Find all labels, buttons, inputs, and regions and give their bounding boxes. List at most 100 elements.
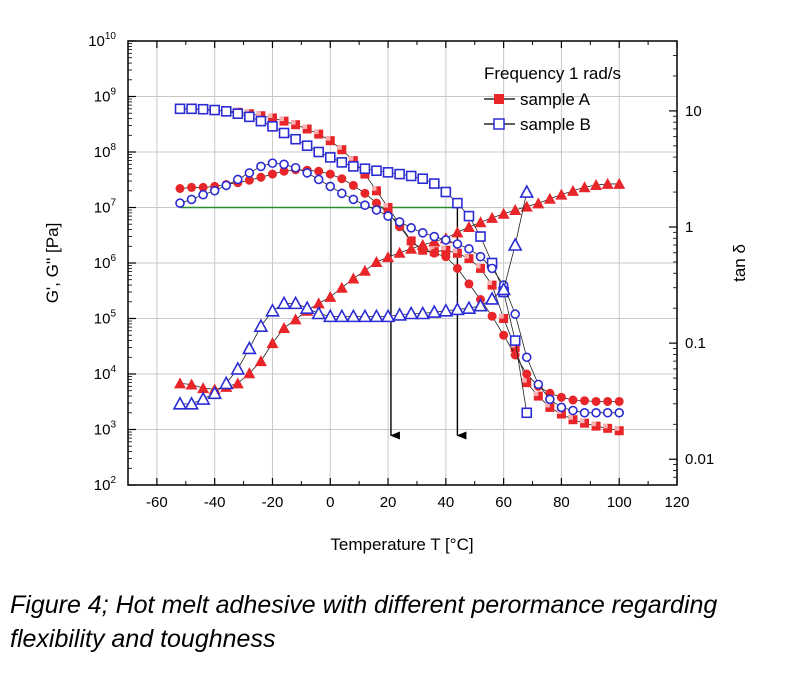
data-point (416, 239, 429, 251)
data-point-highlight (499, 314, 504, 319)
data-point (325, 181, 336, 192)
data-point (382, 251, 395, 263)
data-point (346, 308, 361, 323)
x-tick-label: 100 (607, 494, 632, 511)
legend-label-sample-b: sample B (520, 115, 591, 134)
data-point (357, 308, 373, 323)
data-point (314, 166, 324, 176)
y-left-tick-label: 102 (94, 475, 117, 494)
data-point (347, 272, 360, 284)
data-point (429, 248, 439, 258)
data-point (301, 140, 313, 151)
data-point (556, 392, 566, 402)
figure-caption: Figure 4; Hot melt adhesive with differe… (10, 591, 718, 653)
data-point (510, 309, 520, 319)
data-point (230, 361, 246, 375)
data-point (335, 281, 348, 293)
data-point (358, 264, 371, 276)
data-point (232, 108, 244, 119)
data-point (289, 313, 302, 325)
data-point-highlight (267, 113, 273, 118)
y-right-axis-title: tan δ (730, 244, 749, 282)
legend-title: Frequency 1 rad/s (484, 64, 621, 83)
series-sample-b-tandelta (172, 184, 535, 410)
data-point (175, 183, 185, 193)
data-point (324, 152, 336, 163)
data-point (499, 330, 509, 340)
series-sample-b-g (174, 103, 533, 419)
data-point (545, 394, 555, 405)
data-point (371, 205, 382, 215)
y-left-tick-labels: 102 103 104 105 106 107 108 109 1010 (88, 31, 116, 494)
data-point-highlight (452, 248, 458, 254)
data-point (233, 174, 243, 185)
data-point (195, 391, 211, 405)
data-point (231, 377, 244, 389)
y-left-tick-label: 105 (94, 309, 117, 328)
data-point (360, 188, 370, 198)
data-point (244, 168, 255, 178)
data-point (313, 174, 324, 185)
data-point (532, 197, 545, 209)
x-tick-label: -60 (146, 494, 168, 511)
data-point (302, 168, 312, 178)
data-point (429, 231, 440, 242)
data-point (221, 180, 232, 191)
x-tick-label: 120 (664, 494, 689, 511)
data-point (602, 407, 613, 418)
data-point-highlight (325, 136, 331, 141)
data-point (380, 308, 396, 323)
x-tick-labels: -60 -40 -20 0 20 40 60 80 100 120 (146, 494, 689, 511)
data-point (242, 340, 257, 355)
data-point (428, 178, 440, 189)
series-line (180, 108, 620, 432)
data-point (392, 307, 407, 321)
data-point (579, 407, 590, 418)
data-point (267, 169, 277, 179)
data-point (580, 396, 590, 406)
y-left-tick-label: 108 (94, 142, 117, 161)
data-point (324, 290, 337, 302)
data-point (198, 182, 208, 192)
series-sample-b-g (175, 158, 625, 418)
legend-entry-sample-a: sample A (484, 90, 591, 109)
data-point (267, 158, 278, 168)
data-point (568, 395, 578, 405)
y-right-tick-label: 0.1 (685, 335, 706, 352)
data-point (278, 127, 290, 139)
data-point (438, 303, 454, 317)
data-point-highlight (256, 111, 261, 116)
data-point (172, 396, 188, 410)
data-point-highlight (614, 426, 620, 431)
data-point (244, 175, 254, 185)
data-point (566, 184, 579, 196)
data-point (405, 242, 418, 254)
data-point (359, 163, 371, 175)
data-point (207, 385, 223, 400)
data-point (533, 379, 544, 390)
data-point-highlight (522, 378, 527, 383)
data-point (278, 321, 291, 333)
ticks (127, 40, 678, 486)
data-point (313, 146, 325, 158)
data-point (463, 210, 475, 222)
x-tick-label: 40 (437, 494, 454, 511)
data-point-highlight (591, 421, 597, 427)
data-point (348, 194, 359, 205)
data-point (603, 396, 613, 406)
data-point (174, 103, 186, 115)
data-point-highlight (302, 124, 308, 129)
data-point-highlight (533, 391, 539, 397)
data-point (441, 235, 451, 245)
data-point (507, 237, 523, 251)
data-point (556, 402, 567, 413)
data-point-highlight (441, 245, 446, 251)
data-point (369, 308, 384, 323)
data-point (520, 200, 533, 212)
data-point (197, 103, 209, 115)
data-point (187, 182, 197, 192)
data-point (322, 308, 338, 323)
data-point-highlight (244, 109, 250, 114)
data-point (555, 188, 568, 200)
y-left-tick-label: 1010 (88, 31, 116, 50)
